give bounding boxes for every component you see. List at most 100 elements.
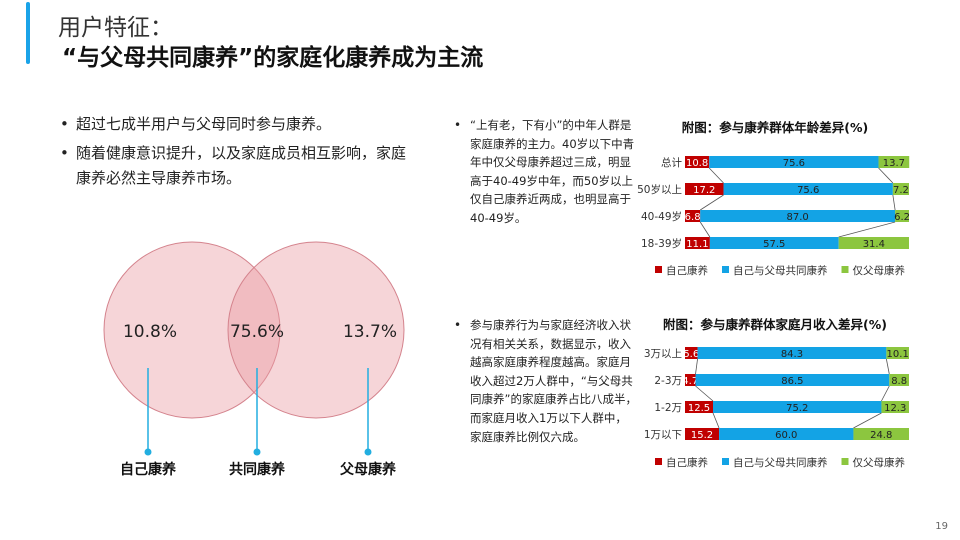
data-label: 13.7 [883, 158, 905, 169]
category-label: 50岁以上 [637, 183, 682, 196]
legend-swatch [655, 458, 662, 465]
venn-leader-dot-parents [364, 448, 372, 456]
venn-label-together: 共同康养 [229, 461, 286, 478]
category-label: 3万以上 [644, 348, 682, 360]
category-label: 40-49岁 [641, 210, 682, 223]
series-connector [892, 194, 896, 211]
bar-segment [685, 374, 696, 386]
category-label: 1万以下 [644, 429, 682, 441]
legend-swatch [841, 458, 849, 465]
bar-segment [853, 428, 909, 440]
bar-segment [685, 428, 720, 440]
venn-label-self: 自己康养 [120, 461, 177, 478]
bar-segment [878, 156, 910, 168]
data-label: 10.1 [887, 349, 909, 360]
bar-segment [709, 237, 839, 249]
title-accent-bar [26, 2, 30, 64]
income-stacked-bar-chart: 附图：参与康养群体家庭月收入差异(%) 3万以上 5.6 84.3 10.1 2-3万 4.… [644, 317, 909, 469]
series-connector [712, 412, 720, 429]
data-label: 8.8 [891, 376, 907, 387]
bar-segment [892, 183, 909, 195]
note-income: 参与康养行为与家庭经济收入状况有相关关系，数据显示，收入越高家庭康养程度越高。家… [454, 316, 638, 446]
data-label: 86.5 [781, 376, 803, 387]
data-label: 57.5 [763, 239, 785, 250]
legend-swatch [841, 266, 849, 273]
bar-segment [709, 156, 879, 168]
legend-entry: 仅父母康养 [853, 456, 906, 469]
bar-segment [886, 347, 909, 359]
venn-leader-dot-self [144, 448, 152, 456]
series-connector [695, 358, 698, 375]
bar-segment [700, 210, 896, 222]
bar-segment [685, 183, 724, 195]
legend-entry: 自己康养 [666, 264, 708, 277]
venn-leader-dot-together [253, 448, 261, 456]
category-label: 2-3万 [654, 375, 682, 387]
bar-segment [895, 210, 909, 222]
legend-swatch [722, 266, 729, 273]
chart-title: 附图：参与康养群体家庭月收入差异(%) [663, 317, 887, 332]
series-connector [853, 412, 882, 429]
data-label: 87.0 [787, 212, 809, 223]
category-label: 18-39岁 [641, 237, 682, 250]
page-title: 用户特征： [58, 15, 173, 41]
venn-label-parents: 父母康养 [339, 461, 397, 478]
data-label: 11.1 [686, 239, 708, 250]
legend-entry: 自己与父母共同康养 [733, 264, 828, 277]
bar-segment [695, 374, 890, 386]
page-subtitle: “与父母共同康养”的家庭化康养成为主流 [62, 45, 484, 71]
bar-segment [685, 237, 710, 249]
summary-bullets: 超过七成半用户与父母同时参与康养。 随着健康意识提升，以及家庭成员相互影响，家庭… [58, 112, 418, 195]
bar-segment [881, 401, 909, 413]
category-label: 1-2万 [654, 402, 682, 414]
bar-segment [685, 401, 713, 413]
data-label: 12.5 [688, 403, 710, 414]
bar-segment [723, 183, 893, 195]
venn-value-together: 75.6% [230, 322, 284, 342]
data-label: 7.2 [893, 185, 909, 196]
data-label: 75.6 [783, 158, 805, 169]
series-connector [699, 221, 711, 238]
venn-diagram: 10.8% 75.6% 13.7% 自己康养 共同康养 父母康养 [103, 241, 405, 478]
series-connector [695, 385, 714, 402]
data-label: 10.8 [686, 158, 708, 169]
series-connector [881, 385, 890, 402]
data-label: 15.2 [691, 430, 713, 441]
data-label: 75.6 [797, 185, 819, 196]
page-number: 19 [935, 521, 948, 532]
bar-segment [685, 347, 698, 359]
bullet-item: 随着健康意识提升，以及家庭成员相互影响，家庭康养必然主导康养市场。 [58, 141, 418, 191]
data-label: 84.3 [781, 349, 803, 360]
data-label: 17.2 [693, 185, 715, 196]
age-stacked-bar-chart: 附图：参与康养群体年龄差异(%) 总计 10.8 75.6 13.7 50岁以上 17.2 7… [637, 120, 910, 277]
chart-title: 附图：参与康养群体年龄差异(%) [682, 120, 868, 135]
venn-value-parents: 13.7% [343, 322, 397, 342]
series-connector [838, 221, 896, 238]
data-label: 5.6 [683, 349, 699, 360]
data-label: 12.3 [884, 403, 906, 414]
bar-segment [838, 237, 909, 249]
series-connector [700, 194, 724, 211]
bar-segment [685, 156, 710, 168]
data-label: 75.2 [786, 403, 808, 414]
data-label: 6.8 [685, 212, 701, 223]
legend-swatch [722, 458, 729, 465]
data-label: 60.0 [775, 430, 797, 441]
series-connector [708, 167, 724, 184]
legend-entry: 仅父母康养 [853, 264, 906, 277]
data-label: 24.8 [870, 430, 892, 441]
data-label: 6.2 [894, 212, 910, 223]
note-age: “上有老，下有小”的中年人群是家庭康养的主力。40岁以下中青年中仅父母康养超过三… [454, 116, 638, 228]
legend-entry: 自己与父母共同康养 [733, 456, 828, 469]
data-label: 4.7 [682, 376, 698, 387]
bar-segment [685, 210, 701, 222]
series-connector [878, 167, 894, 184]
bar-segment [713, 401, 882, 413]
bar-segment [697, 347, 887, 359]
data-label: 31.4 [863, 239, 885, 250]
category-label: 总计 [661, 156, 682, 169]
venn-circle-parents [227, 241, 405, 419]
bar-segment [889, 374, 909, 386]
series-connector [885, 358, 890, 375]
legend-entry: 自己康养 [666, 456, 708, 469]
